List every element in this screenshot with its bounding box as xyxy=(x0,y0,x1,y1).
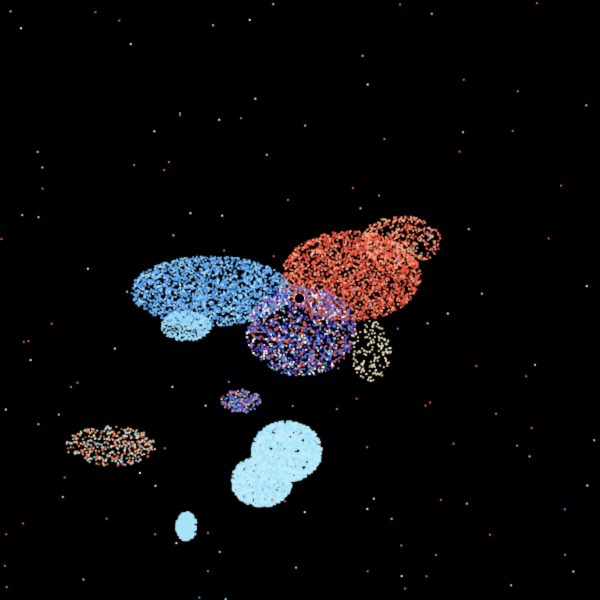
radar-site-marker xyxy=(295,294,304,303)
